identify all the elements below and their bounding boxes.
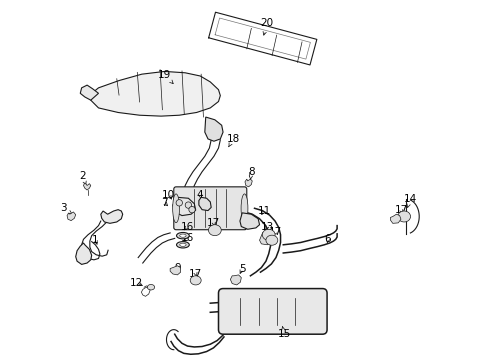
Text: 9: 9 — [174, 262, 181, 273]
FancyBboxPatch shape — [173, 187, 246, 230]
Text: 18: 18 — [226, 134, 239, 147]
Ellipse shape — [208, 225, 221, 236]
Text: 12: 12 — [129, 278, 142, 288]
Polygon shape — [204, 117, 223, 141]
Text: 16: 16 — [181, 233, 194, 243]
Polygon shape — [76, 243, 91, 264]
Polygon shape — [244, 179, 252, 187]
Ellipse shape — [147, 284, 154, 290]
Text: 5: 5 — [239, 264, 245, 274]
Ellipse shape — [180, 243, 186, 246]
Ellipse shape — [397, 211, 410, 222]
Ellipse shape — [265, 235, 277, 245]
Polygon shape — [67, 212, 76, 221]
Text: 19: 19 — [158, 70, 173, 84]
Polygon shape — [101, 210, 122, 223]
Polygon shape — [170, 266, 180, 275]
Text: 16: 16 — [181, 221, 194, 231]
Ellipse shape — [176, 242, 189, 248]
Text: 6: 6 — [324, 234, 330, 244]
Text: 17: 17 — [268, 228, 281, 238]
Circle shape — [188, 206, 195, 213]
Text: 2: 2 — [79, 171, 86, 185]
Text: 13: 13 — [260, 221, 273, 231]
Ellipse shape — [180, 234, 186, 237]
Circle shape — [185, 202, 191, 208]
Text: 11: 11 — [257, 206, 270, 216]
Ellipse shape — [172, 194, 179, 222]
Text: 17: 17 — [393, 204, 407, 215]
Text: 1: 1 — [92, 235, 99, 245]
Text: 4: 4 — [197, 190, 203, 199]
Ellipse shape — [262, 229, 275, 240]
Ellipse shape — [176, 233, 189, 239]
Polygon shape — [80, 85, 98, 100]
Ellipse shape — [241, 194, 247, 222]
Polygon shape — [91, 71, 220, 116]
Polygon shape — [390, 214, 400, 223]
FancyBboxPatch shape — [218, 289, 326, 334]
Ellipse shape — [190, 276, 201, 285]
Polygon shape — [199, 197, 211, 211]
Polygon shape — [259, 233, 271, 245]
Text: 14: 14 — [403, 194, 416, 207]
Polygon shape — [173, 197, 195, 216]
Text: 20: 20 — [260, 18, 273, 35]
Text: 15: 15 — [277, 327, 290, 339]
Text: 3: 3 — [60, 203, 72, 214]
Polygon shape — [240, 213, 259, 229]
Text: 8: 8 — [247, 167, 254, 180]
Polygon shape — [230, 275, 241, 285]
Text: 10: 10 — [162, 190, 175, 199]
Text: 17: 17 — [207, 218, 220, 228]
Polygon shape — [83, 183, 91, 190]
Circle shape — [176, 199, 182, 206]
Text: 17: 17 — [189, 269, 202, 279]
Text: 7: 7 — [161, 198, 168, 208]
